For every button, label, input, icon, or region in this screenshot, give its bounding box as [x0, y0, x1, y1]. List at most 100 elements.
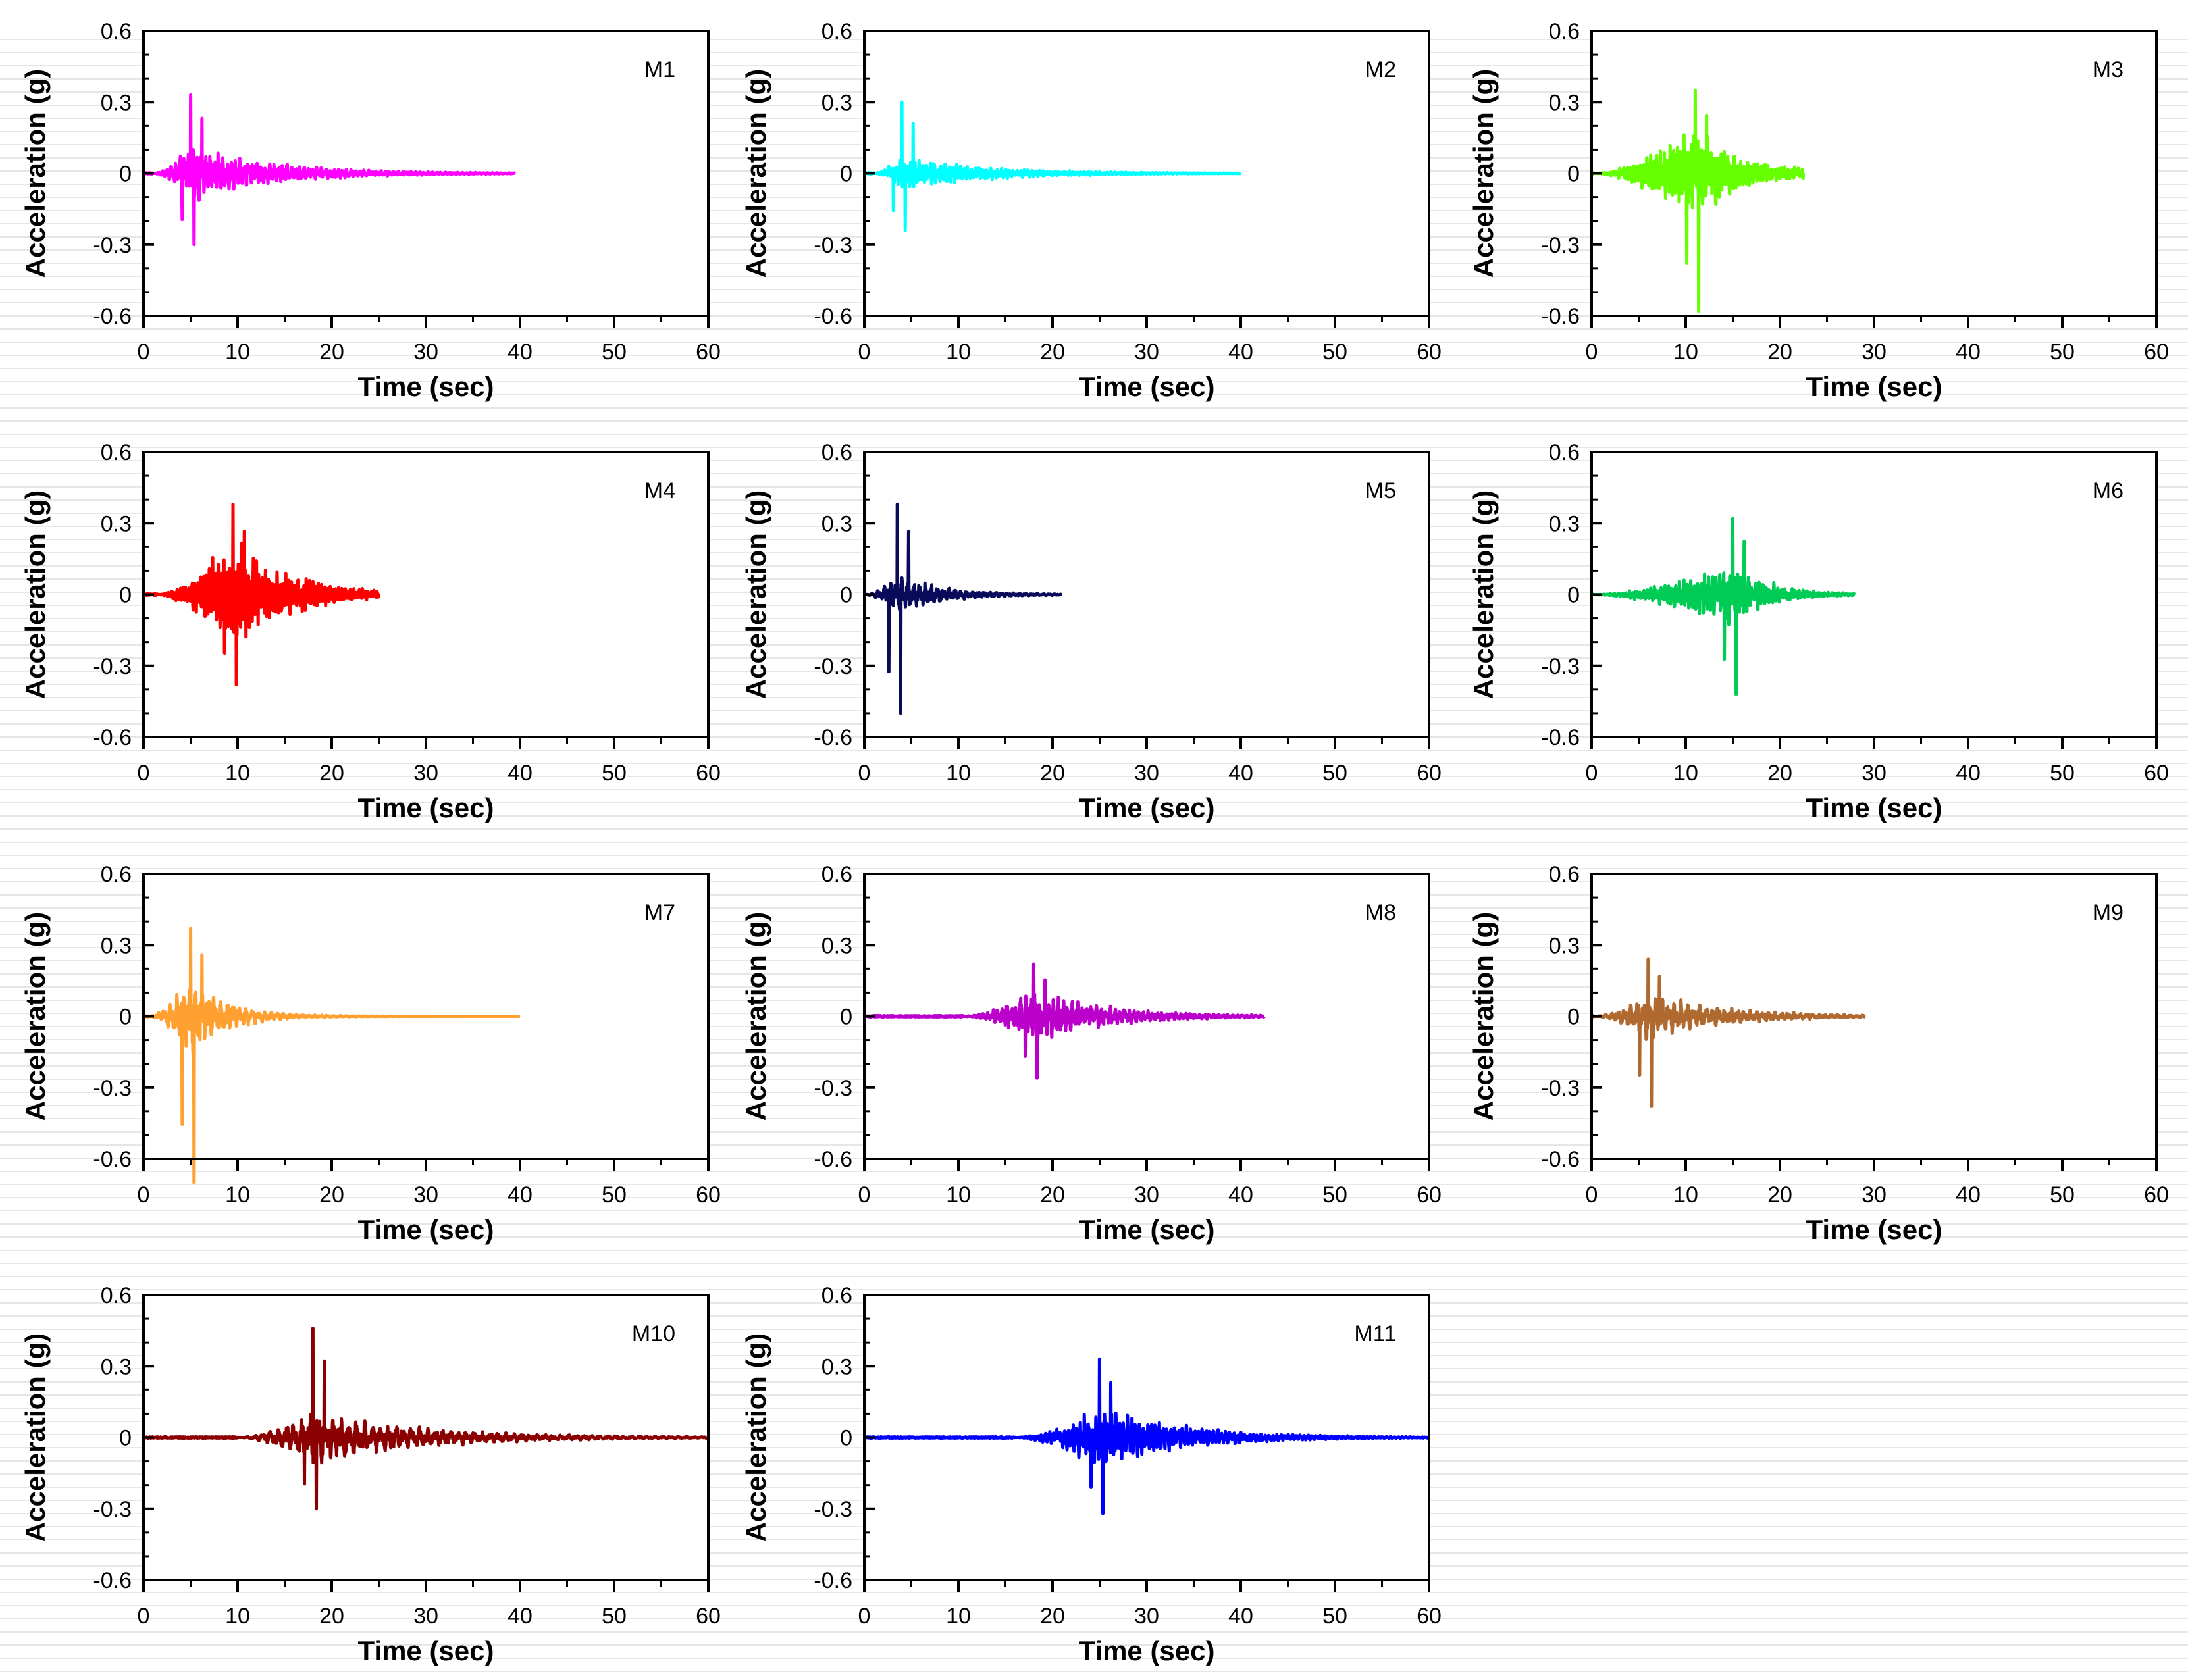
- y-tick-label: 0.6: [821, 19, 852, 44]
- y-tick-label: 0.6: [101, 19, 132, 44]
- y-axis-title: Acceleration (g): [20, 490, 51, 699]
- x-tick-label: 10: [946, 340, 971, 365]
- series-line-m6: [1590, 517, 1857, 696]
- series-line-m4: [142, 502, 380, 687]
- x-tick-label: 40: [1956, 1183, 1981, 1208]
- x-tick-label: 40: [1228, 340, 1253, 365]
- panel-m6: -0.6 -0.3 0 0.3 0.6 0 10 20 30 40 50 60 Time (sec) Ac…: [1468, 440, 2169, 823]
- x-tick-label: 60: [1417, 761, 1442, 786]
- x-tick-label: 10: [225, 1604, 250, 1629]
- y-tick-label: -0.6: [1541, 725, 1580, 750]
- x-tick-label: 50: [2050, 1183, 2075, 1208]
- x-tick-label: 20: [1040, 761, 1065, 786]
- x-tick-label: 0: [858, 1604, 871, 1629]
- x-axis-title: Time (sec): [358, 1635, 494, 1666]
- x-tick-label: 50: [602, 1183, 627, 1208]
- panels: -0.6 -0.3 0 0.3 0.6 0 10 20 30 40 50 60 Time (sec) Ac…: [20, 19, 2169, 1666]
- y-tick-label: -0.3: [814, 654, 852, 679]
- panel-m7: -0.6 -0.3 0 0.3 0.6 0 10 20 30 40 50 60 Time (sec) Ac…: [20, 862, 721, 1245]
- series-line-m5: [862, 502, 1064, 715]
- y-tick-label: -0.3: [1541, 654, 1580, 679]
- y-tick-label: 0: [119, 1426, 132, 1451]
- y-axis-title: Acceleration (g): [1468, 69, 1499, 278]
- x-tick-label: 30: [1134, 1183, 1159, 1208]
- x-tick-label: 60: [2144, 761, 2169, 786]
- x-tick-label: 30: [413, 1183, 438, 1208]
- y-tick-label: 0.3: [821, 1354, 852, 1379]
- panel-label: M2: [1365, 57, 1396, 82]
- x-tick-label: 30: [1134, 761, 1159, 786]
- x-tick-label: 60: [1417, 1604, 1442, 1629]
- x-tick-label: 50: [602, 340, 627, 365]
- y-tick-label: 0.6: [1549, 862, 1580, 887]
- x-tick-label: 10: [946, 761, 971, 786]
- x-tick-label: 30: [413, 340, 438, 365]
- x-tick-label: 50: [602, 1604, 627, 1629]
- y-tick-label: -0.6: [814, 304, 852, 329]
- x-tick-label: 20: [319, 1604, 344, 1629]
- y-tick-label: 0.6: [821, 1283, 852, 1308]
- panel-m2: -0.6 -0.3 0 0.3 0.6 0 10 20 30 40 50 60 Time (sec) Ac…: [741, 19, 1442, 402]
- x-tick-label: 20: [1767, 761, 1792, 786]
- y-tick-label: -0.6: [93, 304, 132, 329]
- x-tick-label: 60: [696, 1604, 721, 1629]
- x-axis-title: Time (sec): [1079, 792, 1215, 823]
- y-tick-label: -0.3: [93, 654, 132, 679]
- y-tick-label: -0.3: [93, 1076, 132, 1101]
- x-tick-label: 30: [1862, 340, 1887, 365]
- panel-label: M8: [1365, 900, 1396, 925]
- x-tick-label: 30: [413, 761, 438, 786]
- y-tick-label: 0.6: [101, 440, 132, 465]
- y-tick-label: 0: [1567, 583, 1580, 608]
- x-tick-label: 0: [138, 1604, 150, 1629]
- y-tick-label: -0.6: [814, 725, 852, 750]
- series-line-m11: [862, 1357, 1431, 1515]
- y-tick-label: 0.3: [821, 511, 852, 536]
- x-tick-label: 10: [1673, 340, 1698, 365]
- y-tick-label: -0.6: [93, 1568, 132, 1593]
- series-line-m2: [862, 100, 1242, 232]
- panel-m8: -0.6 -0.3 0 0.3 0.6 0 10 20 30 40 50 60 Time (sec) Ac…: [741, 862, 1442, 1245]
- y-axis-title: Acceleration (g): [741, 912, 771, 1121]
- y-tick-label: 0: [119, 583, 132, 608]
- panel-m10: -0.6 -0.3 0 0.3 0.6 0 10 20 30 40 50 60 Time (sec) Ac…: [20, 1283, 721, 1666]
- y-axis-title: Acceleration (g): [741, 69, 771, 278]
- y-tick-label: 0.3: [1549, 511, 1580, 536]
- x-axis-title: Time (sec): [1079, 1214, 1215, 1245]
- panel-label: M6: [2093, 478, 2123, 503]
- y-tick-label: 0: [119, 1005, 132, 1030]
- y-tick-label: -0.6: [93, 1147, 132, 1172]
- x-tick-label: 40: [508, 1604, 533, 1629]
- x-tick-label: 0: [1586, 340, 1598, 365]
- x-tick-label: 0: [1586, 761, 1598, 786]
- x-tick-label: 40: [1956, 761, 1981, 786]
- y-tick-label: 0.3: [101, 511, 132, 536]
- y-axis-title: Acceleration (g): [741, 1333, 771, 1542]
- x-axis-title: Time (sec): [358, 1214, 494, 1245]
- x-tick-label: 30: [413, 1604, 438, 1629]
- y-tick-label: 0.6: [821, 862, 852, 887]
- x-tick-label: 30: [1862, 1183, 1887, 1208]
- panel-label: M11: [1354, 1321, 1396, 1346]
- panel-label: M10: [632, 1321, 675, 1346]
- x-axis-title: Time (sec): [1806, 371, 1942, 402]
- y-tick-label: -0.6: [814, 1147, 852, 1172]
- y-tick-label: -0.3: [1541, 1076, 1580, 1101]
- x-tick-label: 0: [858, 340, 871, 365]
- y-tick-label: 0: [840, 162, 852, 187]
- y-tick-label: 0.3: [821, 933, 852, 958]
- panel-m1: -0.6 -0.3 0 0.3 0.6 0 10 20 30 40 50 60 Time (sec) Ac…: [20, 19, 721, 402]
- x-tick-label: 10: [225, 1183, 250, 1208]
- y-tick-label: 0.6: [1549, 19, 1580, 44]
- x-tick-label: 0: [138, 761, 150, 786]
- x-tick-label: 20: [319, 761, 344, 786]
- x-tick-label: 60: [696, 761, 721, 786]
- x-tick-label: 10: [946, 1183, 971, 1208]
- x-tick-label: 60: [1417, 340, 1442, 365]
- x-tick-label: 60: [696, 340, 721, 365]
- y-axis-title: Acceleration (g): [1468, 490, 1499, 699]
- x-tick-label: 20: [319, 340, 344, 365]
- x-tick-label: 60: [2144, 340, 2169, 365]
- y-tick-label: -0.3: [814, 1076, 852, 1101]
- x-tick-label: 20: [1767, 340, 1792, 365]
